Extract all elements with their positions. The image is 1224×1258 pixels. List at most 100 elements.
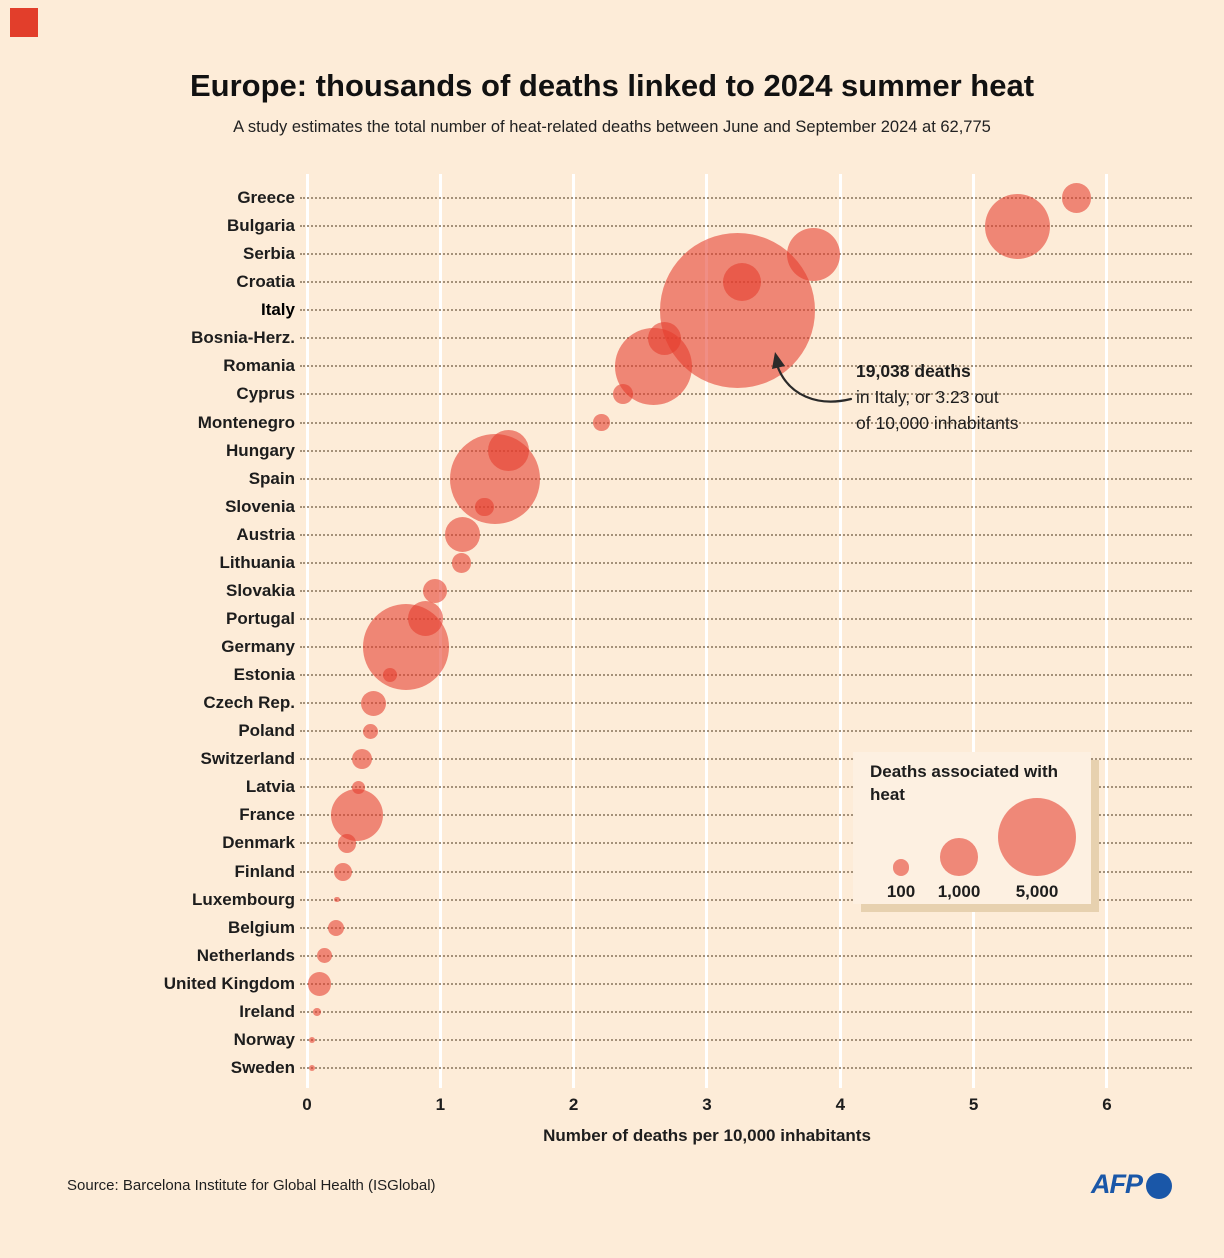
leader-line-germany bbox=[300, 646, 1192, 649]
bubble-sweden bbox=[308, 1064, 316, 1072]
legend-circle-100 bbox=[892, 859, 910, 876]
leader-line-austria bbox=[300, 533, 1192, 536]
leader-line-cyprus bbox=[300, 393, 1192, 396]
bubble-denmark bbox=[337, 834, 357, 853]
leader-line-bulgaria bbox=[300, 225, 1192, 228]
bubble-montenegro bbox=[593, 414, 610, 431]
bubble-cyprus bbox=[612, 384, 633, 405]
country-label-sweden: Sweden bbox=[230, 1058, 295, 1077]
legend-value-5-000: 5,000 bbox=[1015, 882, 1059, 901]
bubble-netherlands bbox=[317, 948, 333, 964]
bubble-poland bbox=[363, 723, 379, 739]
legend-value-1-000: 1,000 bbox=[937, 882, 981, 901]
country-label-lithuania: Lithuania bbox=[219, 552, 295, 572]
x-tick-label-1: 1 bbox=[435, 1095, 446, 1114]
leader-line-sweden bbox=[300, 1067, 1192, 1069]
legend-circle-5-000 bbox=[997, 797, 1077, 876]
country-label-finland: Finland bbox=[234, 861, 295, 881]
leader-line-portugal bbox=[300, 617, 1192, 620]
leader-line-slovenia bbox=[300, 505, 1192, 508]
x-tick-label-2: 2 bbox=[568, 1095, 579, 1114]
country-label-united-kingdom: United Kingdom bbox=[163, 973, 295, 993]
country-label-germany: Germany bbox=[221, 637, 295, 657]
bubble-czech-rep bbox=[361, 690, 387, 716]
afp-logo-circle-icon bbox=[1146, 1173, 1172, 1199]
annotation-line-3: of 10,000 inhabitants bbox=[856, 413, 1019, 433]
country-label-austria: Austria bbox=[236, 524, 295, 544]
country-label-denmark: Denmark bbox=[222, 833, 295, 853]
legend-circle-1-000 bbox=[940, 838, 978, 876]
x-tick-label-4: 4 bbox=[835, 1095, 846, 1114]
country-label-cyprus: Cyprus bbox=[236, 384, 295, 404]
annotation-deaths-value: 19,038 deaths bbox=[856, 361, 971, 381]
country-label-italy: Italy bbox=[260, 300, 295, 320]
leader-line-greece bbox=[300, 197, 1192, 199]
leader-line-france bbox=[300, 814, 1192, 817]
leader-line-poland bbox=[300, 730, 1192, 733]
leader-line-switzerland bbox=[300, 758, 1192, 761]
gridline-6 bbox=[1105, 174, 1109, 1088]
country-label-netherlands: Netherlands bbox=[196, 945, 295, 965]
country-label-croatia: Croatia bbox=[236, 272, 295, 292]
gridline-0 bbox=[305, 174, 309, 1088]
country-label-luxembourg: Luxembourg bbox=[192, 889, 295, 909]
afp-logo: AFP bbox=[1091, 1169, 1143, 1199]
x-axis-title: Number of deaths per 10,000 inhabitants bbox=[543, 1126, 871, 1145]
annotation-line-2: in Italy, or 3.23 out bbox=[856, 387, 999, 407]
legend-value-100: 100 bbox=[886, 882, 916, 901]
country-label-slovakia: Slovakia bbox=[226, 580, 295, 600]
leader-line-czech-rep bbox=[300, 702, 1192, 705]
bubble-ireland bbox=[313, 1008, 321, 1016]
country-label-norway: Norway bbox=[233, 1029, 295, 1049]
country-label-latvia: Latvia bbox=[245, 777, 295, 797]
page-subtitle: A study estimates the total number of he… bbox=[233, 118, 991, 136]
size-legend-title: Deaths associated with heat bbox=[870, 762, 1059, 804]
leader-line-lithuania bbox=[300, 561, 1192, 564]
gridline-3 bbox=[705, 174, 709, 1088]
bubble-united-kingdom bbox=[307, 972, 332, 996]
country-label-portugal: Portugal bbox=[226, 608, 295, 628]
leader-line-netherlands bbox=[300, 954, 1192, 957]
bubble-germany bbox=[362, 604, 449, 691]
leader-line-norway bbox=[300, 1038, 1192, 1041]
bubble-france bbox=[330, 789, 383, 842]
country-label-spain: Spain bbox=[248, 468, 295, 488]
country-label-estonia: Estonia bbox=[233, 665, 295, 685]
leader-line-luxembourg bbox=[300, 898, 1192, 901]
country-label-serbia: Serbia bbox=[243, 244, 295, 264]
country-label-romania: Romania bbox=[223, 356, 295, 376]
x-tick-label-0: 0 bbox=[302, 1095, 312, 1114]
bubble-luxembourg bbox=[334, 896, 340, 903]
x-tick-label-3: 3 bbox=[702, 1095, 712, 1114]
source-text: Source: Barcelona Institute for Global H… bbox=[67, 1177, 436, 1194]
country-label-czech-rep: Czech Rep. bbox=[203, 693, 295, 713]
leader-line-denmark bbox=[300, 842, 1192, 845]
country-label-france: France bbox=[239, 805, 295, 825]
bubble-switzerland bbox=[351, 749, 372, 770]
country-label-poland: Poland bbox=[238, 721, 295, 741]
leader-line-finland bbox=[300, 870, 1192, 873]
bubble-slovakia bbox=[422, 578, 448, 604]
country-label-slovenia: Slovenia bbox=[225, 496, 295, 516]
gridline-4 bbox=[838, 174, 842, 1088]
country-label-montenegro: Montenegro bbox=[197, 412, 295, 432]
gridline-5 bbox=[972, 174, 976, 1088]
leader-line-latvia bbox=[300, 786, 1192, 789]
bubble-slovenia bbox=[475, 497, 494, 516]
leader-line-slovakia bbox=[300, 589, 1192, 592]
bubble-bulgaria bbox=[985, 193, 1051, 259]
leader-line-belgium bbox=[300, 926, 1192, 929]
country-label-bosnia-herz: Bosnia-Herz. bbox=[191, 328, 295, 348]
country-label-bulgaria: Bulgaria bbox=[226, 216, 295, 236]
bubble-austria bbox=[445, 517, 481, 553]
x-tick-label-5: 5 bbox=[968, 1095, 979, 1114]
country-label-ireland: Ireland bbox=[239, 1001, 295, 1021]
x-tick-label-6: 6 bbox=[1102, 1095, 1112, 1114]
leader-line-ireland bbox=[300, 1010, 1192, 1013]
corner-red-square bbox=[10, 8, 38, 37]
bubble-greece bbox=[1061, 183, 1091, 213]
bubble-spain bbox=[449, 433, 540, 524]
page-title: Europe: thousands of deaths linked to 20… bbox=[189, 68, 1035, 103]
country-label-belgium: Belgium bbox=[227, 917, 295, 937]
